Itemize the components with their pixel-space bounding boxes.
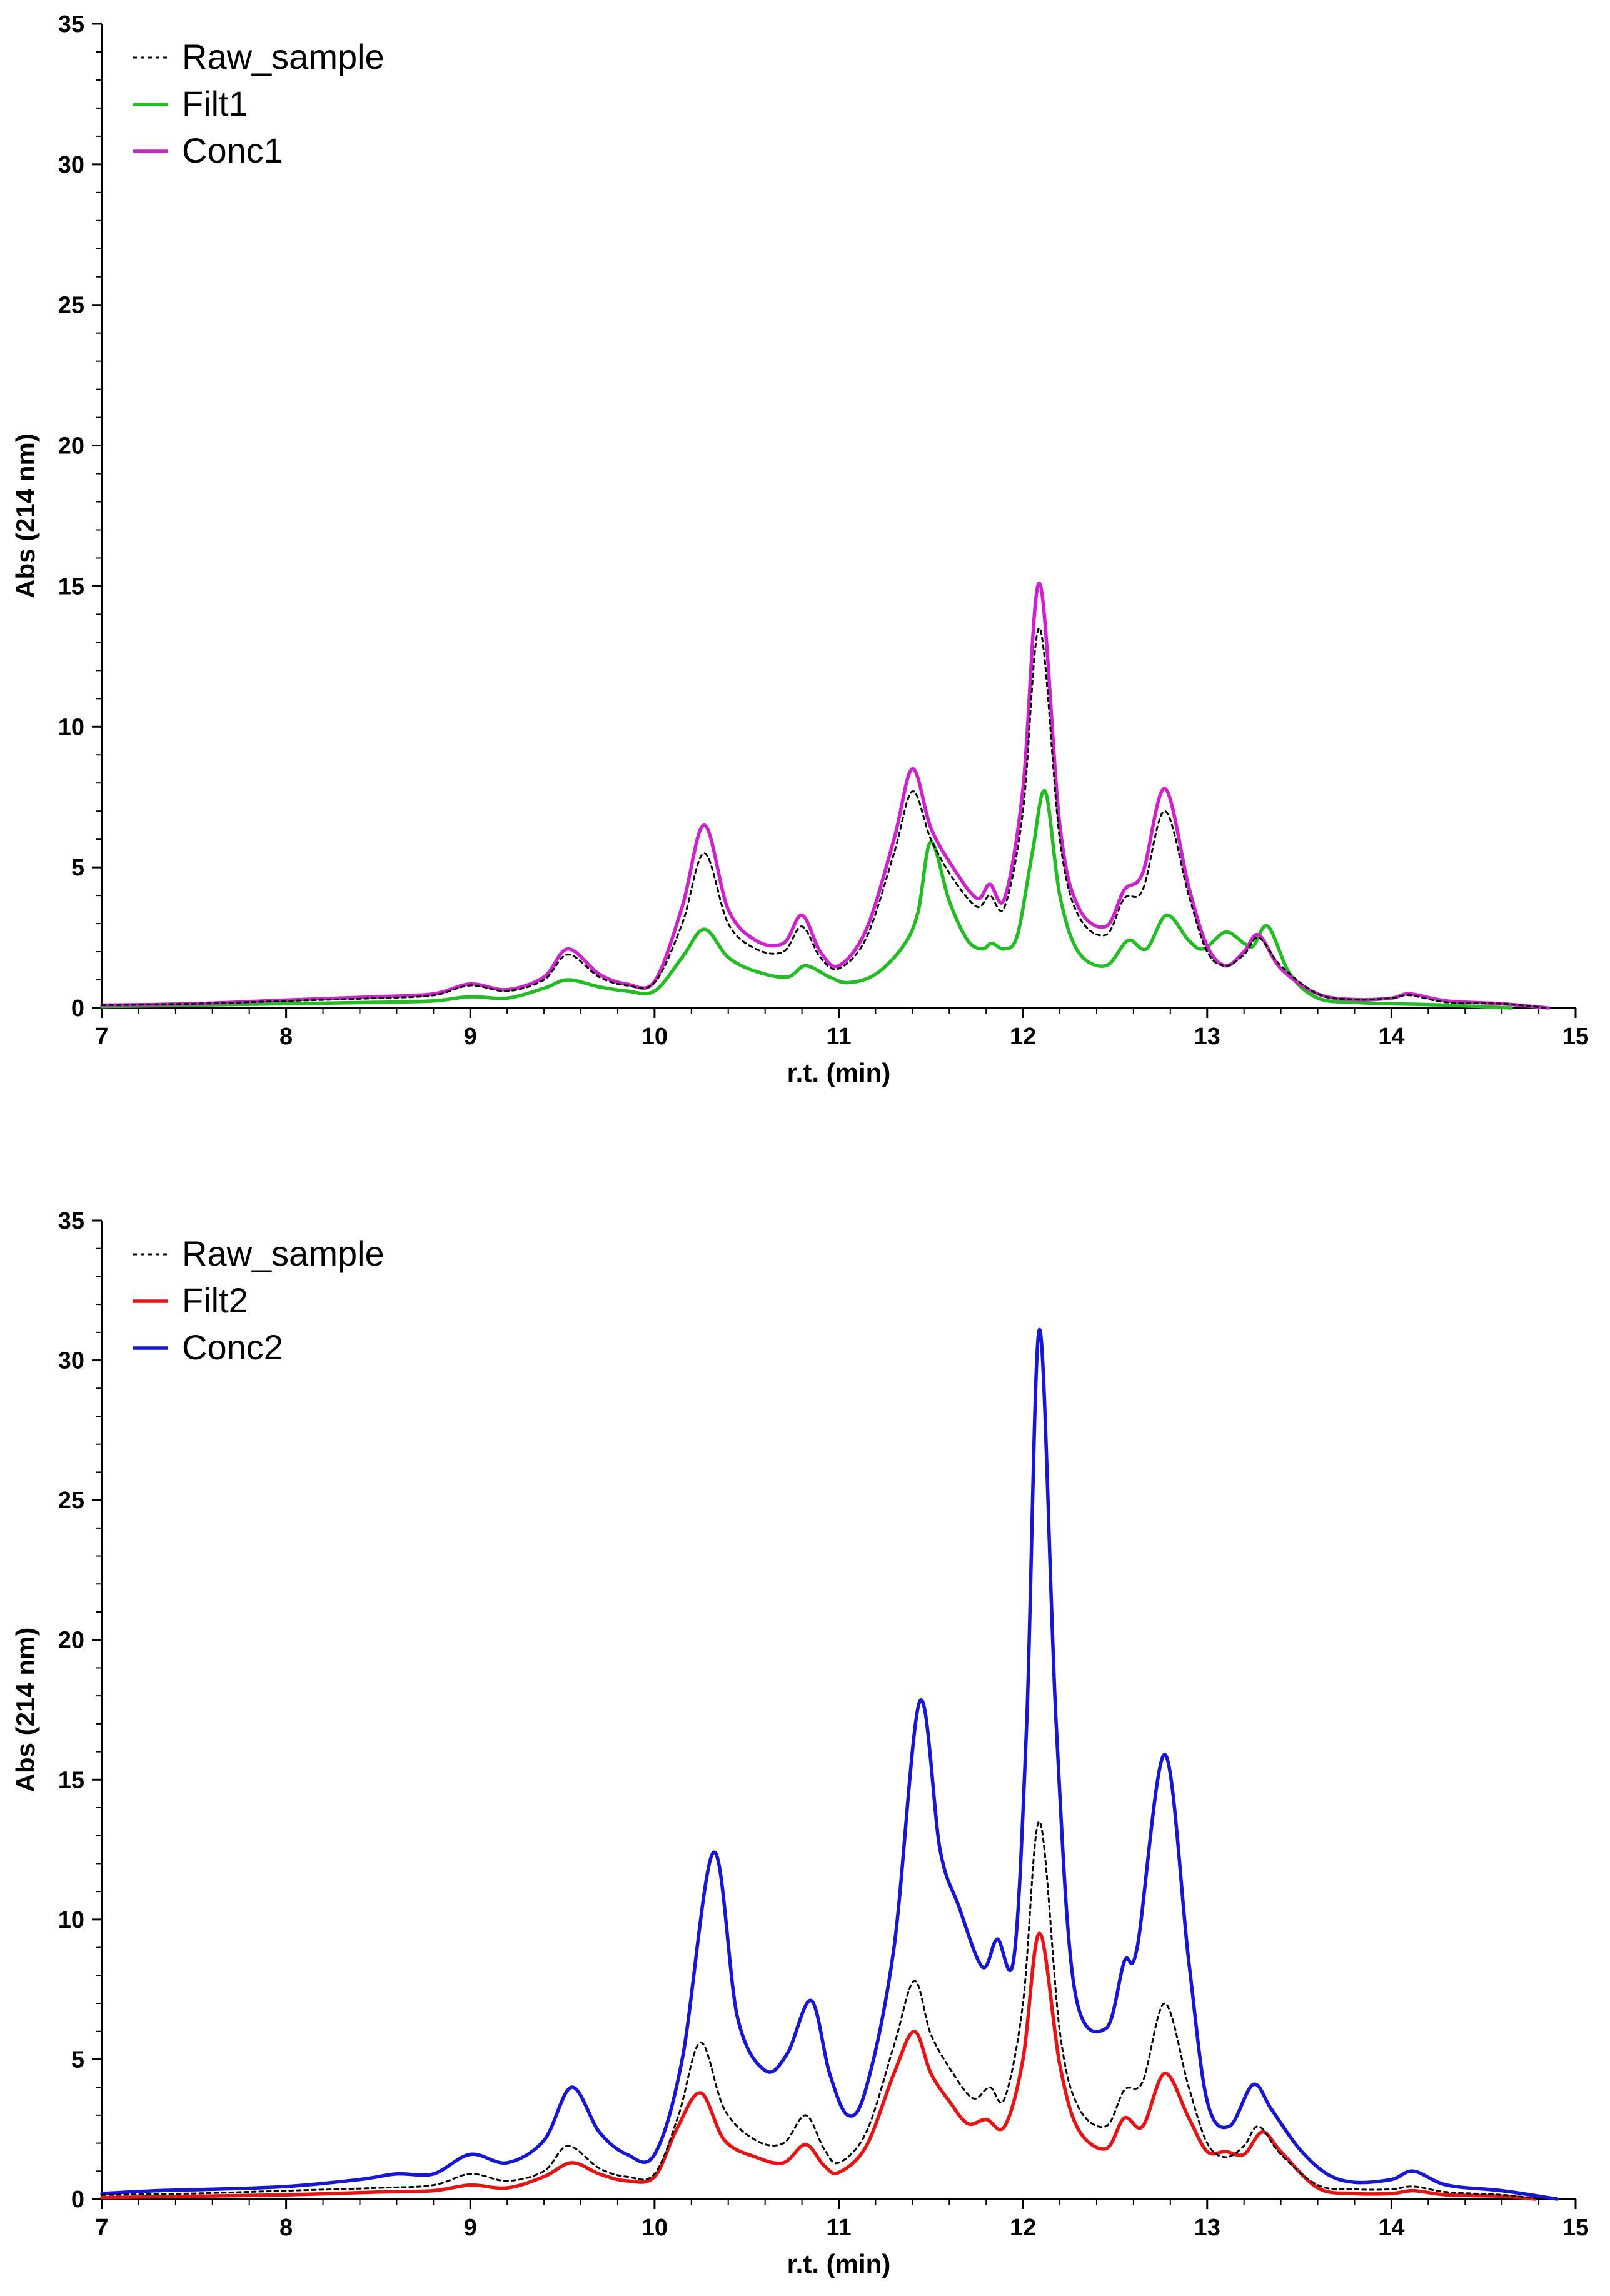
series-line-raw-sample (101, 1820, 1544, 2200)
x-tick-label: 9 (464, 1024, 477, 1050)
series-line-raw-sample (101, 627, 1549, 1009)
y-tick-label: 15 (58, 1767, 84, 1793)
x-tick-label: 8 (279, 1024, 293, 1050)
y-axis-title: Abs (214 nm) (11, 1628, 40, 1793)
y-tick-label: 30 (58, 152, 84, 178)
y-tick-label: 0 (71, 2187, 84, 2213)
x-tick-label: 15 (1562, 2215, 1589, 2241)
x-tick-label: 13 (1194, 2215, 1220, 2241)
legend-label: Conc1 (182, 131, 283, 170)
x-tick-label: 13 (1194, 1024, 1220, 1050)
y-tick-label: 5 (71, 2047, 84, 2073)
y-tick-label: 10 (58, 1907, 84, 1933)
x-tick-label: 12 (1010, 2215, 1036, 2241)
legend-label: Filt1 (182, 84, 248, 123)
legend-label: Raw_sample (182, 1234, 385, 1273)
y-axis-title: Abs (214 nm) (11, 433, 40, 598)
x-tick-label: 9 (464, 2215, 477, 2241)
y-tick-label: 10 (58, 714, 84, 740)
y-tick-label: 20 (58, 1628, 84, 1654)
y-tick-label: 0 (71, 995, 84, 1022)
y-tick-label: 35 (58, 1208, 84, 1234)
series-line-filt1 (100, 788, 1513, 1010)
y-tick-label: 15 (58, 573, 84, 600)
x-tick-label: 10 (641, 1024, 668, 1050)
x-tick-label: 14 (1378, 2215, 1404, 2241)
y-tick-label: 25 (58, 1488, 84, 1514)
x-tick-label: 12 (1010, 1024, 1036, 1050)
y-tick-label: 35 (58, 11, 84, 38)
x-tick-label: 10 (641, 2215, 668, 2241)
x-axis-title: r.t. (min) (787, 2249, 891, 2278)
series-line-conc1 (100, 582, 1550, 1010)
x-tick-label: 8 (279, 2215, 293, 2241)
x-tick-label: 7 (95, 1024, 108, 1050)
y-tick-label: 20 (58, 433, 84, 460)
legend-label: Conc2 (182, 1327, 283, 1367)
y-tick-label: 30 (58, 1348, 84, 1374)
y-tick-label: 5 (71, 855, 84, 881)
x-axis-title: r.t. (min) (787, 1058, 891, 1087)
legend-label: Filt2 (182, 1281, 248, 1320)
x-tick-label: 11 (826, 1024, 851, 1050)
series-line-conc2 (100, 1327, 1559, 2201)
x-tick-label: 15 (1562, 1024, 1589, 1050)
x-tick-label: 14 (1378, 1024, 1404, 1050)
chart-top: 0 5 10 15 20 25 30 35 7 8 9 10 11 12 13 14 15 r.t. (min) A… (11, 11, 1589, 1087)
y-tick-label: 25 (58, 293, 84, 319)
series-line-filt2 (100, 1931, 1537, 2201)
legend-label: Raw_sample (182, 37, 385, 76)
x-tick-label: 7 (95, 2215, 108, 2241)
x-tick-label: 11 (826, 2215, 851, 2241)
chart-bottom: 0 5 10 15 20 25 30 35 7 8 9 10 11 12 13 14 15 r.t. (min) A… (11, 1208, 1589, 2278)
